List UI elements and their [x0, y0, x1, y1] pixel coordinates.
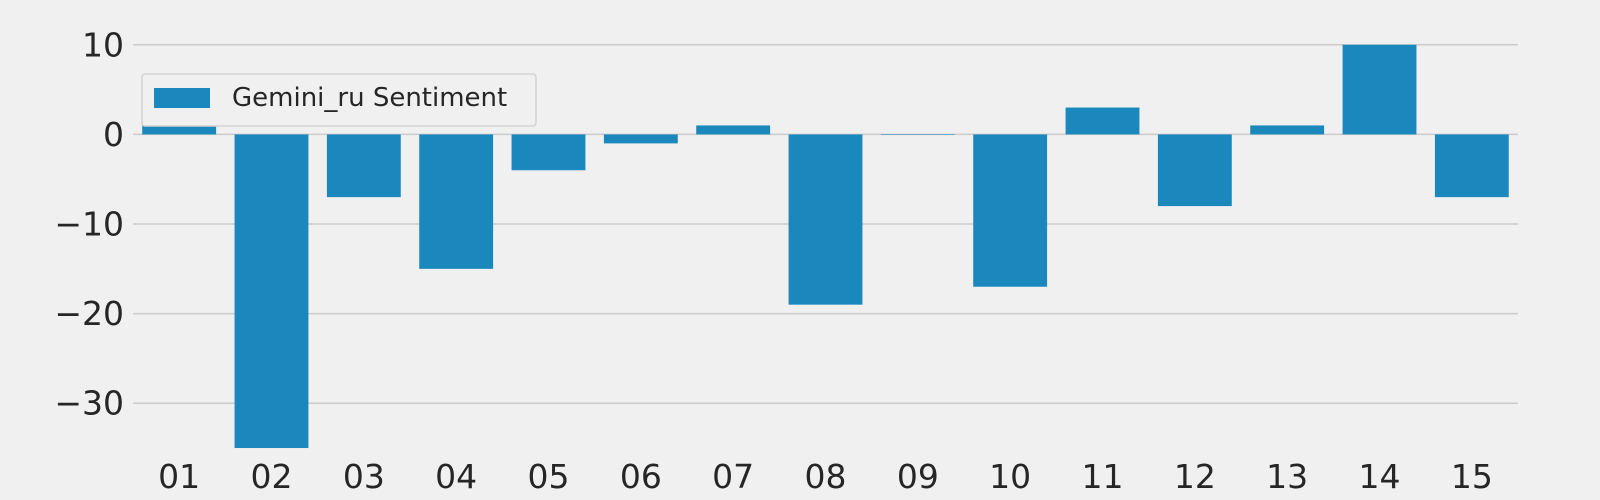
bars [142, 44, 1509, 449]
x-tick-label: 01 [158, 457, 200, 496]
bar [973, 134, 1048, 287]
y-tick-label: 0 [103, 115, 124, 154]
legend: Gemini_ru Sentiment [141, 73, 537, 127]
bar [1342, 44, 1417, 135]
x-tick-label: 02 [251, 457, 293, 496]
bar [511, 134, 586, 171]
x-tick-label: 09 [897, 457, 939, 496]
bar [419, 134, 494, 269]
x-tick-label: 12 [1174, 457, 1216, 496]
bar [142, 125, 217, 135]
y-tick-label: −30 [54, 384, 124, 423]
x-tick-label: 11 [1082, 457, 1124, 496]
y-axis-tick-labels: 10 0 −10 −20 −30 [54, 25, 124, 422]
bar [696, 125, 771, 135]
bar [1250, 125, 1325, 135]
x-tick-label: 04 [435, 457, 477, 496]
x-tick-label: 14 [1359, 457, 1401, 496]
bar [603, 134, 678, 144]
x-tick-label: 03 [343, 457, 385, 496]
legend-box [141, 73, 537, 127]
bar [1065, 107, 1140, 135]
bar [1434, 134, 1509, 198]
x-tick-label: 13 [1266, 457, 1308, 496]
y-tick-label: −10 [54, 205, 124, 244]
y-tick-label: −20 [54, 294, 124, 333]
x-tick-label: 15 [1451, 457, 1493, 496]
x-tick-label: 07 [712, 457, 754, 496]
x-tick-label: 05 [528, 457, 570, 496]
legend-label: Gemini_ru Sentiment [232, 83, 507, 113]
y-tick-label: 10 [82, 25, 124, 64]
bar [788, 134, 863, 305]
x-tick-label: 10 [989, 457, 1031, 496]
bar [234, 134, 309, 449]
bar [1157, 134, 1232, 207]
legend-swatch [154, 88, 210, 108]
bar [326, 134, 401, 198]
x-axis-tick-labels: 01 02 03 04 05 06 07 08 09 10 11 12 13 14 15 [158, 457, 1493, 496]
x-tick-label: 08 [805, 457, 847, 496]
bar [880, 134, 955, 135]
x-tick-label: 06 [620, 457, 662, 496]
